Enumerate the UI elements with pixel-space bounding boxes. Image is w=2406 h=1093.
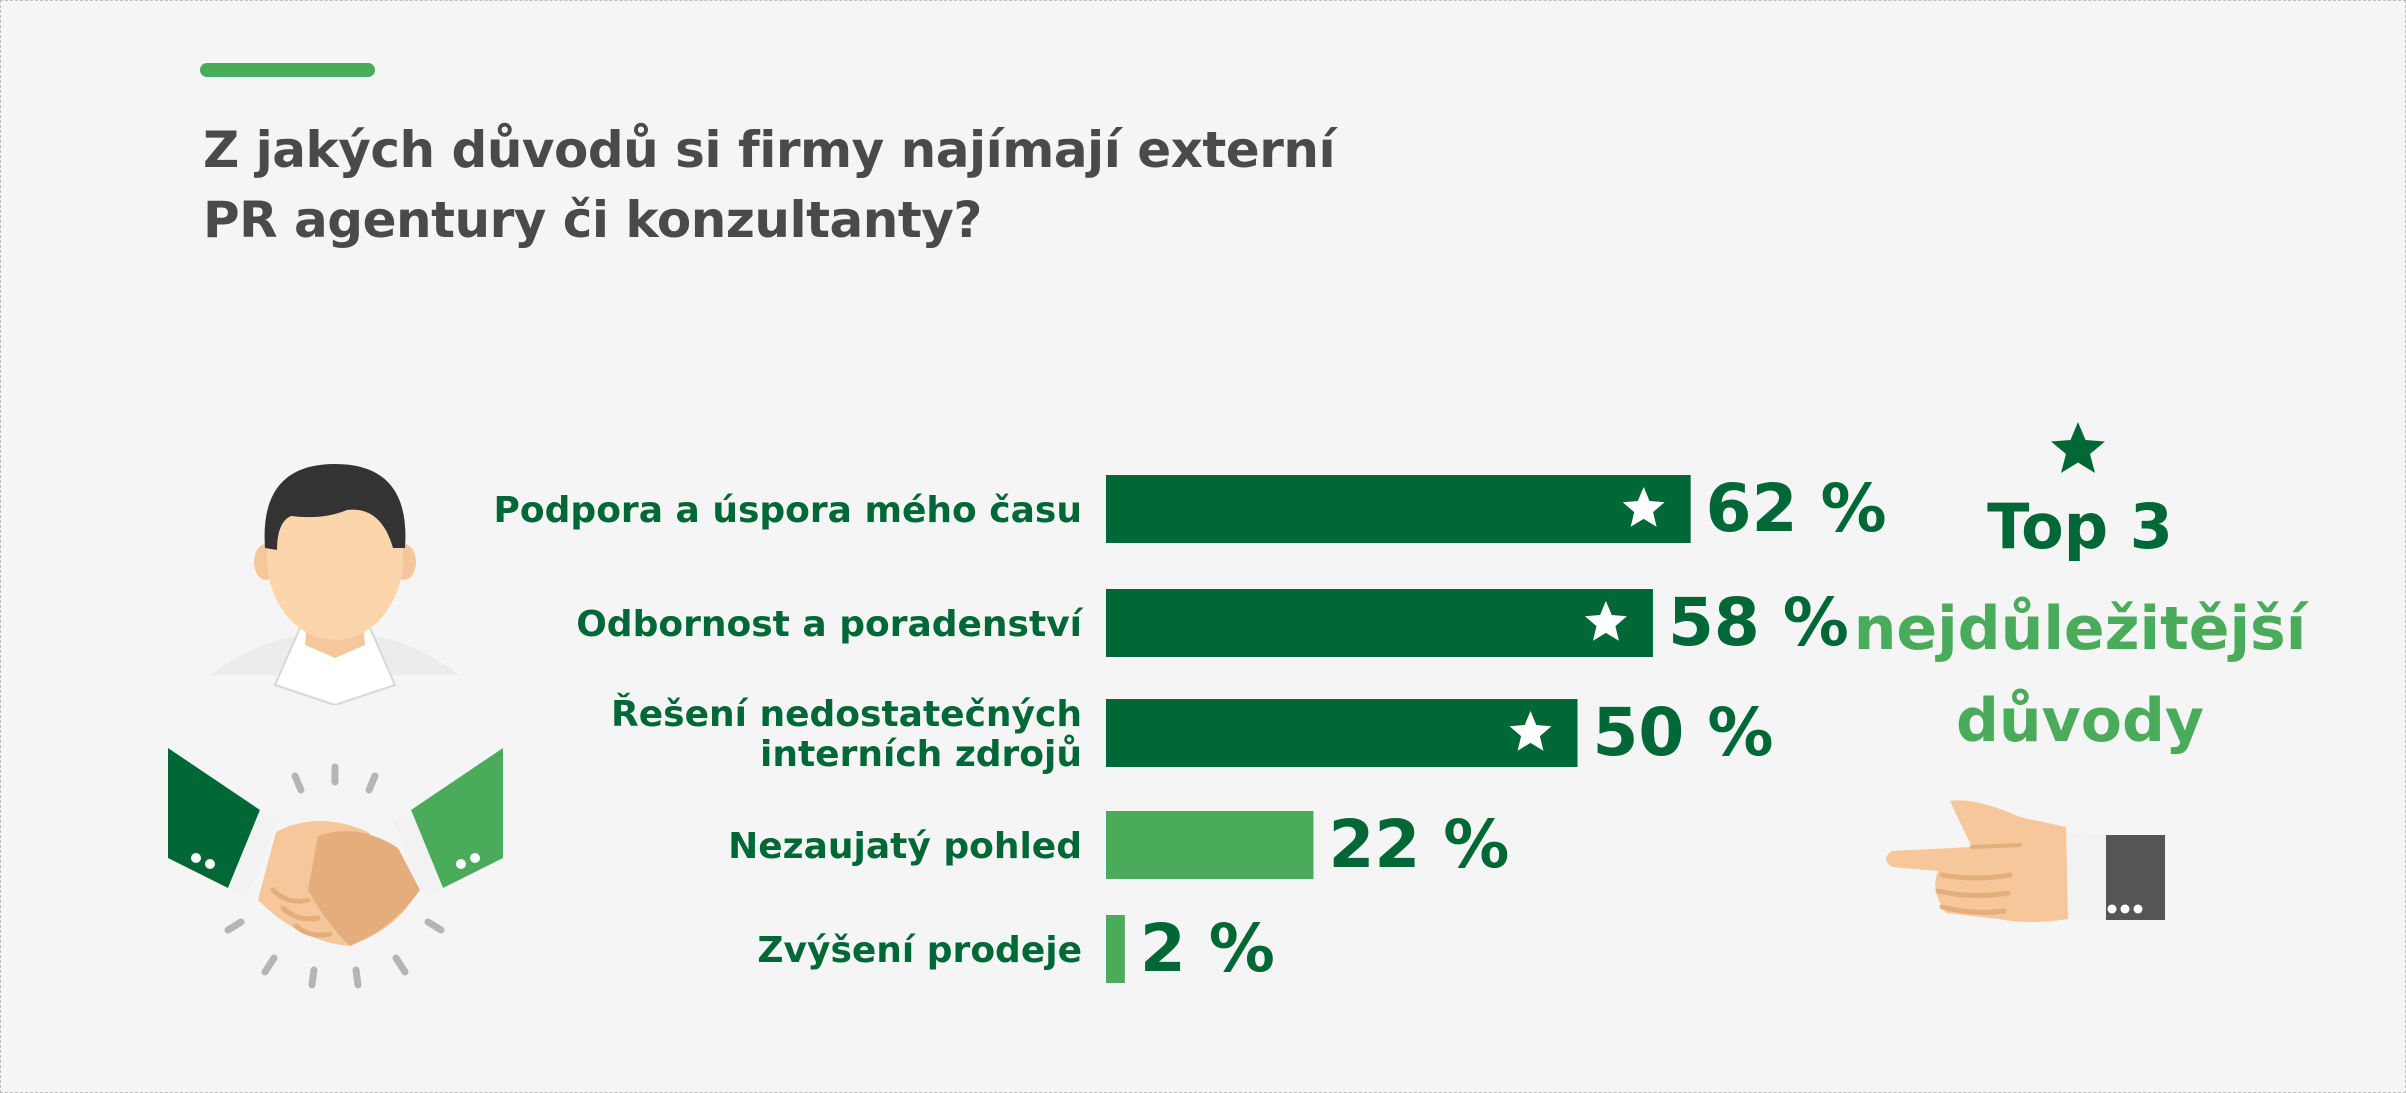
category-label: Odbornost a poradenství — [576, 604, 1083, 645]
bar-2 — [1106, 589, 1653, 657]
bar-1 — [1106, 475, 1691, 543]
callout-star-icon — [2051, 422, 2105, 473]
bar-star-icon — [1585, 601, 1627, 641]
callout-reasons: důvody — [1955, 686, 2205, 756]
category-label: Nezaujatý pohled — [728, 826, 1082, 867]
category-label: Řešení nedostatečných interních zdrojů — [611, 693, 1082, 775]
value-label: 2 % — [1140, 910, 1275, 987]
category-label: Podpora a úspora mého času — [494, 490, 1082, 531]
callout-most-important: nejdůležitější — [1853, 594, 2307, 664]
title-accent-line — [200, 63, 375, 77]
bar-star-icon — [1622, 487, 1665, 527]
category-label: Zvýšení prodeje — [757, 930, 1082, 971]
chart-title-line-2: PR agentury či konzultanty? — [203, 191, 982, 249]
chart-title: Z jakých důvodů si firmy najímají extern… — [203, 115, 1336, 255]
bar-3 — [1106, 699, 1578, 767]
bar-star-icon — [1509, 711, 1552, 751]
handshake-icon — [168, 748, 503, 989]
bar-5 — [1106, 915, 1125, 983]
pointing-hand-icon — [1886, 800, 2165, 922]
value-label: 58 % — [1668, 584, 1849, 661]
value-label: 50 % — [1593, 694, 1774, 771]
value-label: 22 % — [1328, 806, 1509, 883]
value-label: 62 % — [1706, 470, 1887, 547]
bar-4 — [1106, 811, 1314, 879]
callout-top3: Top 3 — [1987, 490, 2173, 563]
person-avatar-icon — [210, 464, 460, 705]
chart-title-line-1: Z jakých důvodů si firmy najímají extern… — [203, 121, 1336, 179]
